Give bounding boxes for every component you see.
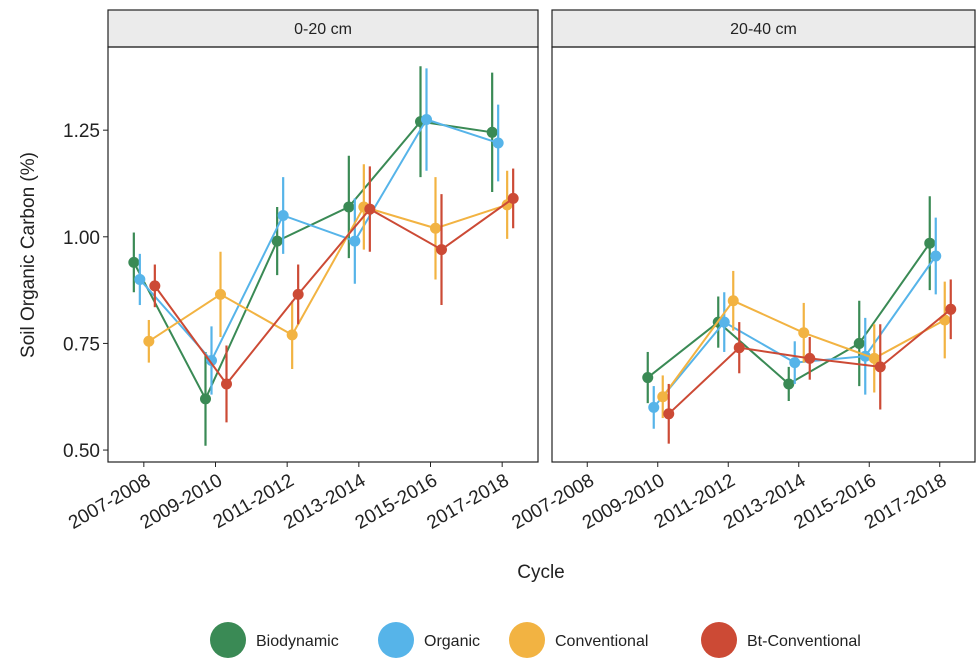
legend-key xyxy=(509,622,545,658)
point xyxy=(430,222,441,234)
y-tick-label: 0.50 xyxy=(63,441,100,462)
point xyxy=(149,280,161,292)
strip-label: 20-40 cm xyxy=(730,21,797,38)
x-axis-title: Cycle xyxy=(517,562,565,583)
x-tick-label: 2017-2018 xyxy=(423,470,512,534)
legend-label: Biodynamic xyxy=(256,633,339,650)
point xyxy=(143,335,155,347)
y-tick-label: 1.25 xyxy=(63,121,100,142)
series-line xyxy=(154,197,514,386)
legend-key xyxy=(701,622,737,658)
legend-key xyxy=(378,622,414,658)
y-tick-label: 1.00 xyxy=(63,228,100,249)
point xyxy=(657,391,669,403)
point xyxy=(221,378,232,390)
y-tick-label: 0.75 xyxy=(63,334,100,355)
point xyxy=(200,393,211,405)
point xyxy=(343,201,355,213)
point xyxy=(364,203,376,215)
point xyxy=(853,337,865,349)
y-axis-title: Soil Organic Carbon (%) xyxy=(18,152,39,358)
legend-label: Conventional xyxy=(555,633,648,650)
series-line xyxy=(148,203,508,343)
panel xyxy=(551,46,976,463)
point xyxy=(128,256,140,268)
point xyxy=(727,295,739,307)
point xyxy=(349,235,361,247)
series-line xyxy=(652,255,937,409)
point xyxy=(648,401,660,413)
point xyxy=(733,342,745,354)
point xyxy=(492,137,504,149)
point xyxy=(945,303,957,315)
point xyxy=(206,354,217,366)
point xyxy=(804,352,816,364)
point xyxy=(134,273,146,285)
point xyxy=(436,244,447,256)
point xyxy=(789,357,801,369)
point xyxy=(798,327,810,339)
point xyxy=(286,329,298,341)
point xyxy=(874,361,886,373)
point xyxy=(663,408,675,420)
point xyxy=(421,114,432,126)
strip xyxy=(551,9,976,48)
point xyxy=(783,378,795,390)
point xyxy=(868,352,880,364)
strip-label: 0-20 cm xyxy=(294,21,352,38)
strip xyxy=(107,9,539,48)
point xyxy=(486,126,498,138)
point xyxy=(215,288,226,300)
point xyxy=(718,316,730,328)
point xyxy=(292,288,304,300)
point xyxy=(930,250,942,262)
series-line xyxy=(139,118,499,363)
point xyxy=(277,209,289,221)
panel xyxy=(107,46,539,463)
x-tick-label: 2009-2010 xyxy=(137,470,226,534)
point xyxy=(507,192,519,204)
point xyxy=(642,372,654,384)
series-line xyxy=(132,120,493,402)
legend-label: Bt-Conventional xyxy=(747,633,861,650)
point xyxy=(271,235,283,247)
legend-label: Organic xyxy=(424,633,480,650)
point xyxy=(924,237,936,249)
legend-key xyxy=(210,622,246,658)
